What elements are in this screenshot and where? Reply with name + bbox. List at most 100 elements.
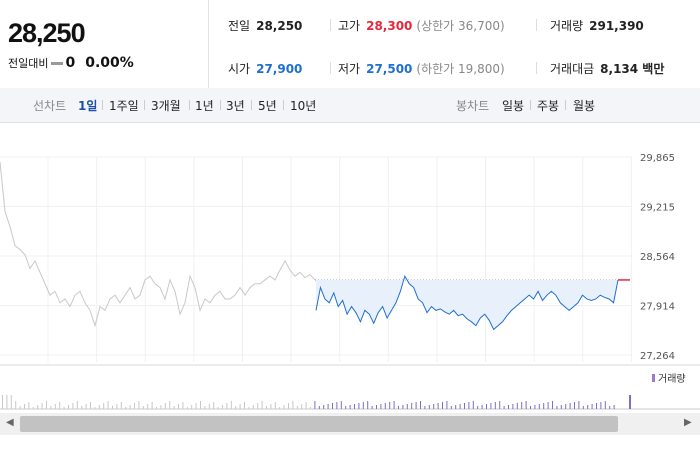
volume-bar [239, 404, 241, 409]
volume-bar [94, 407, 96, 409]
volume-bar [147, 404, 149, 409]
volume-bar [560, 405, 562, 409]
volume-bar [213, 402, 215, 409]
upper-limit: (상한가 36,700) [416, 19, 505, 33]
volume-bar [512, 404, 514, 409]
volume-bar [6, 395, 8, 409]
volume-bar [547, 402, 549, 409]
volume-bar [340, 401, 342, 409]
volume-bar [173, 406, 175, 409]
volume-bar [415, 402, 417, 409]
candle-tab-weekly[interactable]: 주봉 [537, 99, 560, 113]
period-tab-1d[interactable]: 1일 [78, 99, 98, 113]
volume-bar [107, 401, 109, 409]
current-price: 28,250 [8, 18, 86, 48]
volume-bar [54, 404, 56, 409]
period-tab-5y[interactable]: 5년 [258, 99, 277, 113]
volume-bar [204, 406, 206, 409]
volume-bar [32, 407, 34, 409]
divider [189, 100, 190, 110]
scroll-right-icon[interactable]: ▶ [684, 417, 692, 428]
volume-bar [437, 403, 439, 409]
period-tab-10y[interactable]: 10년 [290, 99, 317, 113]
volume-bar [499, 401, 501, 409]
unchanged-icon [51, 61, 64, 65]
volume-bar [244, 402, 245, 409]
volume-bar [604, 401, 606, 409]
volume-bar [380, 404, 382, 409]
candle-tab-monthly[interactable]: 월봉 [573, 99, 596, 113]
divider [536, 19, 537, 31]
volume-bar [68, 405, 69, 409]
volume-bar [129, 405, 131, 409]
volume-bar [120, 402, 122, 409]
volume-bar [178, 404, 179, 409]
volume-bar [472, 401, 474, 409]
volume-bar [455, 405, 457, 409]
volume-bar [582, 406, 584, 409]
volume-bar [433, 404, 435, 409]
candle-tab-daily[interactable]: 일봉 [502, 99, 525, 113]
volume-bar [503, 406, 505, 409]
prev-close-value: 28,250 [256, 19, 303, 33]
volume-bar [37, 405, 39, 409]
volume-bar [362, 402, 364, 409]
volume-bar [125, 407, 127, 409]
volume-bar [164, 403, 166, 409]
volume-bar [266, 406, 267, 409]
volume-bar [261, 401, 263, 409]
period-tab-1w[interactable]: 1주일 [109, 99, 139, 113]
high-value: 28,300 [366, 19, 413, 33]
volume-bar [358, 403, 360, 409]
volume-bar [424, 406, 426, 409]
period-tab-3m[interactable]: 3개월 [151, 99, 181, 113]
divider [530, 100, 531, 110]
volume-bar [477, 406, 479, 409]
volume-bar [349, 405, 351, 409]
y-tick-label: 27,264 [640, 351, 675, 362]
prev-close: 전일 28,250 [228, 17, 302, 34]
volume-label: 거래량 [550, 19, 584, 33]
volume: 거래량 291,390 [550, 17, 644, 34]
volume-bar [46, 401, 47, 409]
volume-bar [332, 403, 333, 409]
divider [144, 100, 145, 110]
change-row: 전일대비 0 0.00% [8, 55, 134, 71]
volume-bar [283, 405, 285, 409]
volume-bar [226, 403, 228, 409]
volume-bar [314, 401, 316, 409]
volume-bar [530, 406, 531, 409]
volume-bar [600, 402, 602, 409]
volume-bar [63, 407, 65, 409]
volume-bar [587, 405, 589, 409]
volume-bar [169, 401, 171, 409]
volume-legend-swatch [652, 374, 655, 382]
volume-bar [446, 401, 448, 409]
volume-bar [24, 404, 25, 409]
period-tab-1y[interactable]: 1년 [195, 99, 214, 113]
volume-bar [279, 407, 281, 409]
y-tick-label: 27,914 [640, 302, 675, 313]
period-tab-3y[interactable]: 3년 [226, 99, 245, 113]
volume-bar [296, 406, 298, 409]
scroll-thumb[interactable] [20, 416, 618, 432]
volume-bar [235, 406, 237, 409]
day-low: 저가 27,500 (하한가 19,800) [338, 60, 505, 77]
volume-bar [367, 401, 369, 409]
scroll-left-icon[interactable]: ◀ [6, 417, 14, 428]
divider [330, 19, 331, 31]
volume-bar [327, 404, 329, 409]
volume-bar [151, 402, 153, 409]
y-tick-label: 28,564 [640, 252, 675, 263]
volume-bar [389, 402, 391, 409]
line-chart-label: 선차트 [33, 99, 67, 113]
chart-scrollbar[interactable]: ◀ ▶ [0, 413, 700, 435]
volume-bar [384, 403, 386, 409]
volume-bar [406, 404, 408, 409]
volume-bar [182, 402, 184, 409]
chart-toolbar: 선차트 1일 1주일 3개월 1년 3년 5년 10년 봉차트 일봉 주봉 월봉 [0, 88, 700, 123]
volume-bar [2, 395, 3, 409]
volume-bar [420, 401, 421, 409]
volume-bar [490, 403, 492, 409]
volume-bar [428, 405, 430, 409]
